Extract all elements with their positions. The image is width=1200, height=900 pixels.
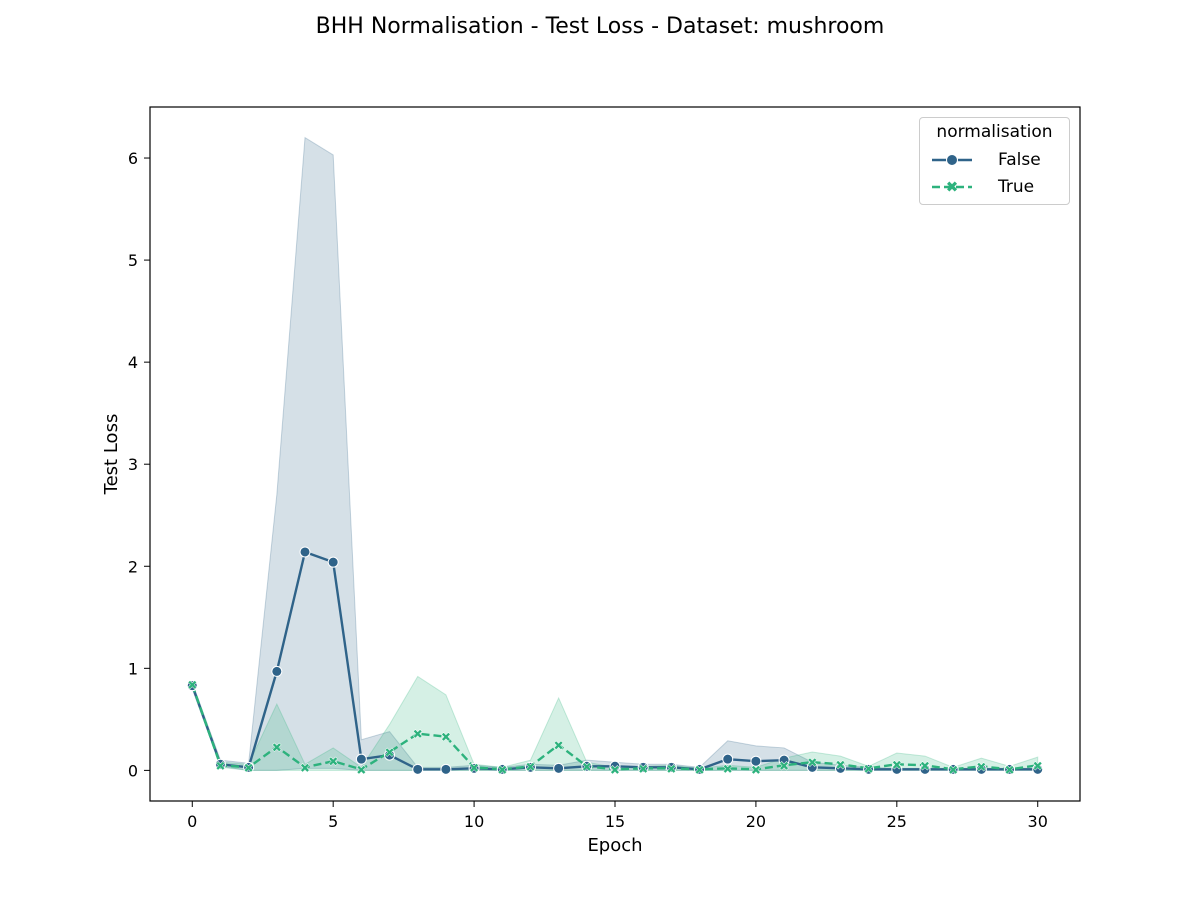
x-tick-label: 25 <box>887 812 907 831</box>
legend-label-true: True <box>998 177 1035 197</box>
data-point-true-epoch-18: ✖ <box>694 763 705 778</box>
data-point-false-epoch-21 <box>778 754 790 766</box>
y-tick-label: 2 <box>128 557 138 576</box>
data-point-false-epoch-22 <box>806 761 818 773</box>
data-point-true-epoch-3: ✖ <box>271 741 282 756</box>
data-point-false-epoch-9 <box>440 763 452 775</box>
data-point-false-epoch-26 <box>919 763 931 775</box>
data-point-false-epoch-17 <box>665 761 677 773</box>
data-point-false-epoch-28 <box>975 763 987 775</box>
data-point-true-epoch-28: ✖ <box>976 760 987 775</box>
data-point-false-epoch-5 <box>327 556 339 568</box>
data-point-false-epoch-3 <box>271 665 283 677</box>
data-point-false-epoch-30 <box>1032 763 1044 775</box>
y-tick-label: 0 <box>128 761 138 780</box>
data-point-true-epoch-6: ✖ <box>356 763 367 778</box>
legend: normalisation False ✖ True <box>919 117 1070 205</box>
data-point-false-epoch-23 <box>834 762 846 774</box>
x-tick-label: 10 <box>464 812 484 831</box>
svg-text:✖: ✖ <box>946 178 959 196</box>
data-point-false-epoch-13 <box>553 762 565 774</box>
data-point-true-epoch-1: ✖ <box>215 759 226 774</box>
data-point-true-epoch-12: ✖ <box>525 760 536 775</box>
x-tick-label: 15 <box>605 812 625 831</box>
data-point-true-epoch-0: ✖ <box>187 679 198 694</box>
data-point-true-epoch-10: ✖ <box>469 761 480 776</box>
data-point-true-epoch-19: ✖ <box>722 762 733 777</box>
confidence-band-false <box>191 136 1039 771</box>
x-axis-label: Epoch <box>587 835 642 856</box>
data-point-false-epoch-24 <box>863 763 875 775</box>
data-point-false-epoch-16 <box>637 761 649 773</box>
data-point-false-epoch-29 <box>1004 763 1016 775</box>
data-point-false-epoch-20 <box>750 755 762 767</box>
data-point-false-epoch-10 <box>468 762 480 774</box>
data-point-true-epoch-7: ✖ <box>384 746 395 761</box>
data-point-true-epoch-15: ✖ <box>610 763 621 778</box>
data-point-true-epoch-4: ✖ <box>300 761 311 776</box>
data-point-false-epoch-19 <box>722 753 734 765</box>
y-tick-label: 3 <box>128 455 138 474</box>
data-point-false-epoch-12 <box>524 761 536 773</box>
data-point-false-epoch-25 <box>891 763 903 775</box>
y-tick-label: 5 <box>128 251 138 270</box>
data-point-false-epoch-0 <box>186 680 198 692</box>
data-point-true-epoch-23: ✖ <box>835 758 846 773</box>
data-point-true-epoch-24: ✖ <box>863 762 874 777</box>
data-point-true-epoch-27: ✖ <box>948 763 959 778</box>
data-point-true-epoch-29: ✖ <box>1004 763 1015 778</box>
y-tick-label: 4 <box>128 353 138 372</box>
data-point-true-epoch-22: ✖ <box>807 756 818 771</box>
data-point-true-epoch-21: ✖ <box>779 759 790 774</box>
data-point-false-epoch-11 <box>496 763 508 775</box>
legend-marker-true: ✖ <box>932 178 972 196</box>
data-point-true-epoch-26: ✖ <box>920 759 931 774</box>
data-point-true-epoch-9: ✖ <box>440 731 451 746</box>
data-point-true-epoch-17: ✖ <box>666 762 677 777</box>
data-point-true-epoch-5: ✖ <box>328 755 339 770</box>
legend-title: normalisation <box>936 122 1053 142</box>
x-tick-label: 20 <box>746 812 766 831</box>
data-point-false-epoch-8 <box>412 763 424 775</box>
data-point-true-epoch-16: ✖ <box>638 762 649 777</box>
y-tick-label: 6 <box>128 149 138 168</box>
legend-marker-false <box>932 154 972 166</box>
data-point-false-epoch-4 <box>299 546 311 558</box>
data-point-true-epoch-13: ✖ <box>553 739 564 754</box>
legend-entry-false: False <box>928 149 1041 171</box>
data-point-false-epoch-1 <box>214 758 226 770</box>
x-tick-label: 0 <box>187 812 197 831</box>
y-tick-label: 1 <box>128 659 138 678</box>
data-point-true-epoch-2: ✖ <box>243 761 254 776</box>
data-point-false-epoch-2 <box>243 761 255 773</box>
data-point-false-epoch-6 <box>355 753 367 765</box>
y-axis-label: Test Loss <box>101 414 122 496</box>
legend-entry-true: ✖ True <box>928 176 1034 198</box>
data-point-true-epoch-11: ✖ <box>497 763 508 778</box>
data-point-true-epoch-14: ✖ <box>581 760 592 775</box>
data-point-true-epoch-20: ✖ <box>750 763 761 778</box>
data-point-false-epoch-27 <box>947 763 959 775</box>
data-point-true-epoch-8: ✖ <box>412 728 423 743</box>
data-point-true-epoch-30: ✖ <box>1032 759 1043 774</box>
legend-label-false: False <box>998 150 1041 170</box>
x-tick-label: 30 <box>1028 812 1048 831</box>
data-point-true-epoch-25: ✖ <box>891 758 902 773</box>
chart-title: BHH Normalisation - Test Loss - Dataset:… <box>315 14 885 39</box>
x-tick-label: 5 <box>328 812 338 831</box>
data-point-false-epoch-18 <box>694 763 706 775</box>
data-point-false-epoch-14 <box>581 760 593 772</box>
data-point-false-epoch-7 <box>384 749 396 761</box>
data-point-false-epoch-15 <box>609 760 621 772</box>
